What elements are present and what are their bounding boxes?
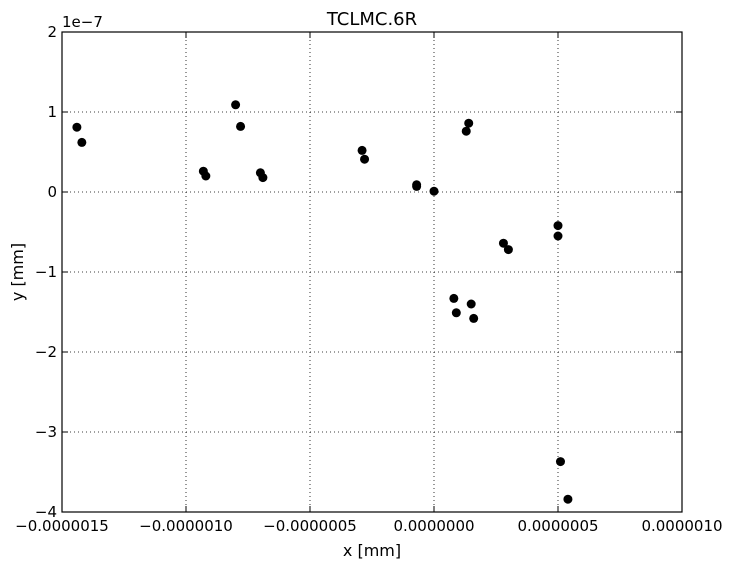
scatter-point <box>72 122 82 132</box>
x-tick-label: −0.0000005 <box>263 517 357 535</box>
scatter-point <box>498 238 508 248</box>
scatter-point <box>236 121 246 131</box>
scatter-point <box>464 118 474 128</box>
scatter-point <box>412 181 422 191</box>
x-tick-labels: −0.0000015 −0.0000010 −0.0000005 0.0000000 0… <box>15 517 722 535</box>
y-tick-labels: −4 −3 −2 −1 0 1 2 <box>35 23 57 521</box>
scatter-point <box>451 308 461 318</box>
scatter-point <box>360 154 370 164</box>
scatter-point <box>258 173 268 183</box>
x-tick-label: 0.0000005 <box>517 517 598 535</box>
y-tick-label: 1 <box>47 103 57 121</box>
scatter-point <box>201 171 211 181</box>
scatter-point <box>553 231 563 241</box>
y-tick-label: 0 <box>47 183 57 201</box>
plot-frame <box>61 31 683 513</box>
scatter-point <box>563 494 573 504</box>
scatter-point <box>77 137 87 147</box>
scatter-point <box>466 299 476 309</box>
scatter-point <box>231 100 241 110</box>
y-tick-label: 2 <box>47 23 57 41</box>
x-tick-label: 0.0000000 <box>393 517 474 535</box>
scatter-point <box>469 313 479 323</box>
x-tick-label: −0.0000010 <box>139 517 233 535</box>
scatter-point <box>503 245 513 255</box>
scatter-point <box>429 186 439 196</box>
scatter-point <box>555 457 565 467</box>
y-tick-label: −2 <box>35 343 57 361</box>
y-axis-label: y [mm] <box>8 243 27 301</box>
scatter-point <box>461 126 471 136</box>
x-tick-label: −0.0000015 <box>15 517 109 535</box>
y-offset-label: 1e−7 <box>62 13 103 31</box>
scatter-point <box>449 293 459 303</box>
grid-lines <box>62 32 682 512</box>
x-tick-label: 0.0000010 <box>641 517 722 535</box>
y-tick-label: −1 <box>35 263 57 281</box>
data-points <box>72 100 573 504</box>
scatter-point <box>553 221 563 231</box>
scatter-point <box>357 145 367 155</box>
y-tick-label: −3 <box>35 423 57 441</box>
y-tick-label: −4 <box>35 503 57 521</box>
x-axis-label: x [mm] <box>343 541 401 560</box>
chart-title: TCLMC.6R <box>326 9 417 30</box>
